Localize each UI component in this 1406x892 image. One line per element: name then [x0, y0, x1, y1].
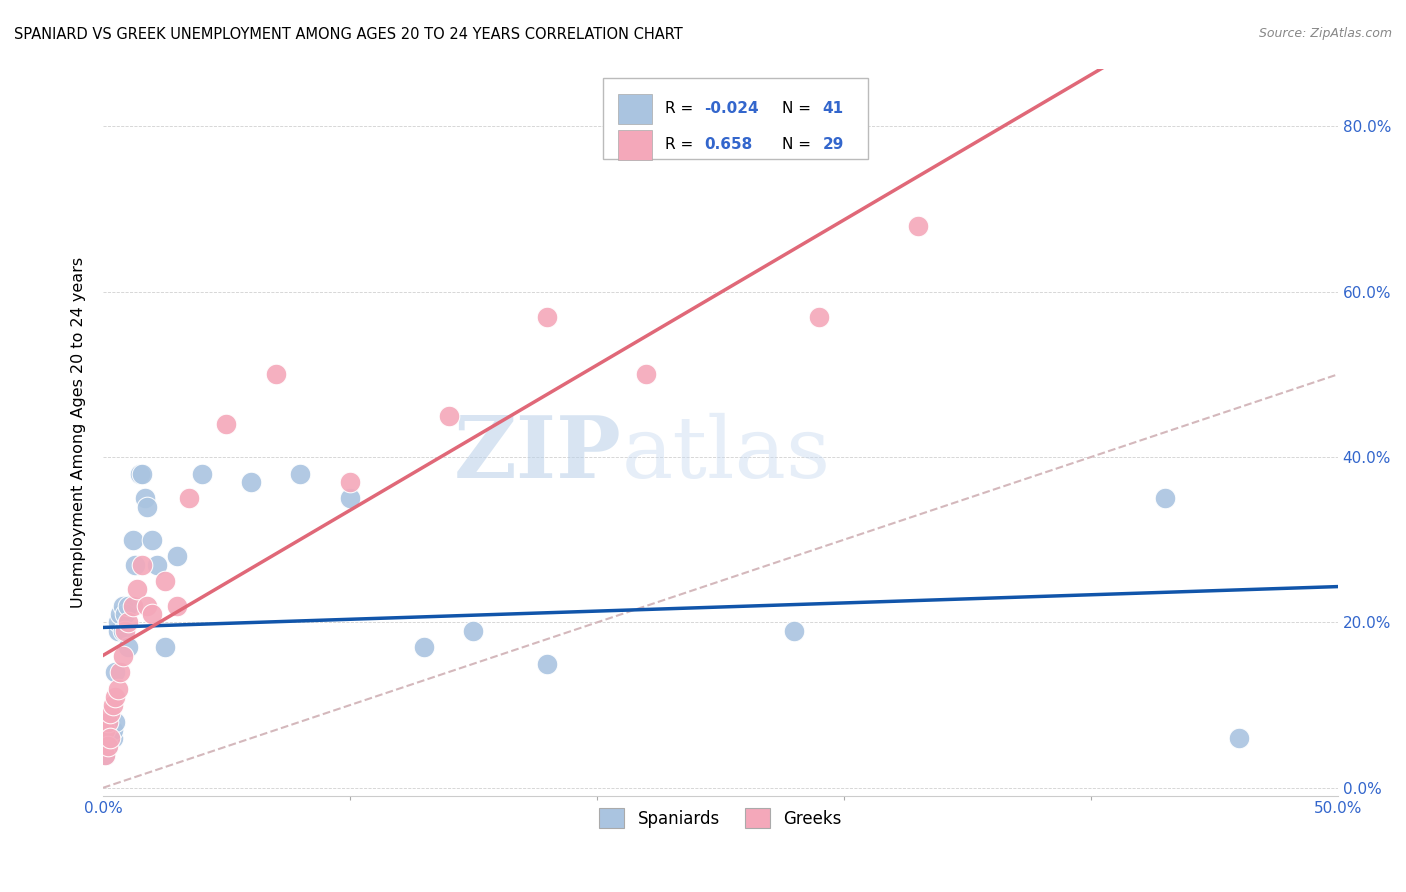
Point	[141, 607, 163, 622]
Text: N =: N =	[782, 137, 815, 153]
Point	[117, 615, 139, 630]
Point	[121, 599, 143, 613]
Point	[783, 624, 806, 638]
Point	[101, 731, 124, 746]
Point	[97, 723, 120, 737]
Point	[104, 665, 127, 679]
Point	[121, 533, 143, 547]
Point	[104, 714, 127, 729]
Point	[215, 417, 238, 431]
Point	[808, 310, 831, 324]
Point	[127, 582, 149, 597]
Bar	[617, 129, 652, 160]
Text: SPANIARD VS GREEK UNEMPLOYMENT AMONG AGES 20 TO 24 YEARS CORRELATION CHART: SPANIARD VS GREEK UNEMPLOYMENT AMONG AGE…	[14, 27, 683, 42]
Text: N =: N =	[782, 102, 815, 117]
Point	[166, 549, 188, 564]
Point	[111, 599, 134, 613]
Point	[166, 599, 188, 613]
Point	[1153, 491, 1175, 506]
Point	[536, 657, 558, 671]
Text: 29: 29	[823, 137, 844, 153]
Point	[339, 475, 361, 489]
Point	[104, 690, 127, 704]
Point	[264, 368, 287, 382]
Point	[108, 607, 131, 622]
Point	[94, 723, 117, 737]
Point	[136, 599, 159, 613]
Point	[1227, 731, 1250, 746]
Point	[339, 491, 361, 506]
Point	[98, 706, 121, 721]
Point	[536, 310, 558, 324]
Point	[131, 558, 153, 572]
FancyBboxPatch shape	[603, 78, 869, 160]
Point	[290, 467, 312, 481]
Point	[114, 607, 136, 622]
Point	[98, 714, 121, 729]
Point	[97, 714, 120, 729]
Point	[124, 558, 146, 572]
Point	[463, 624, 485, 638]
Point	[153, 574, 176, 588]
Point	[107, 681, 129, 696]
Point	[117, 599, 139, 613]
Bar	[617, 94, 652, 124]
Point	[94, 747, 117, 762]
Text: 41: 41	[823, 102, 844, 117]
Point	[97, 739, 120, 754]
Point	[107, 624, 129, 638]
Point	[636, 368, 658, 382]
Legend: Spaniards, Greeks: Spaniards, Greeks	[592, 801, 848, 835]
Point	[117, 640, 139, 655]
Point	[94, 747, 117, 762]
Point	[98, 731, 121, 746]
Point	[141, 533, 163, 547]
Point	[98, 723, 121, 737]
Point	[94, 731, 117, 746]
Point	[134, 491, 156, 506]
Point	[98, 731, 121, 746]
Point	[111, 624, 134, 638]
Point	[101, 698, 124, 713]
Point	[97, 739, 120, 754]
Point	[146, 558, 169, 572]
Point	[153, 640, 176, 655]
Point	[108, 665, 131, 679]
Point	[136, 500, 159, 514]
Point	[437, 409, 460, 423]
Point	[413, 640, 436, 655]
Point	[179, 491, 201, 506]
Point	[190, 467, 212, 481]
Point	[907, 219, 929, 233]
Point	[131, 467, 153, 481]
Point	[107, 615, 129, 630]
Y-axis label: Unemployment Among Ages 20 to 24 years: Unemployment Among Ages 20 to 24 years	[72, 257, 86, 607]
Text: ZIP: ZIP	[454, 412, 621, 496]
Point	[129, 467, 152, 481]
Point	[111, 648, 134, 663]
Text: R =: R =	[665, 102, 697, 117]
Point	[101, 723, 124, 737]
Point	[97, 714, 120, 729]
Text: R =: R =	[665, 137, 697, 153]
Text: Source: ZipAtlas.com: Source: ZipAtlas.com	[1258, 27, 1392, 40]
Text: -0.024: -0.024	[704, 102, 759, 117]
Point	[94, 723, 117, 737]
Text: atlas: atlas	[621, 412, 831, 496]
Text: 0.658: 0.658	[704, 137, 752, 153]
Point	[114, 624, 136, 638]
Point	[240, 475, 263, 489]
